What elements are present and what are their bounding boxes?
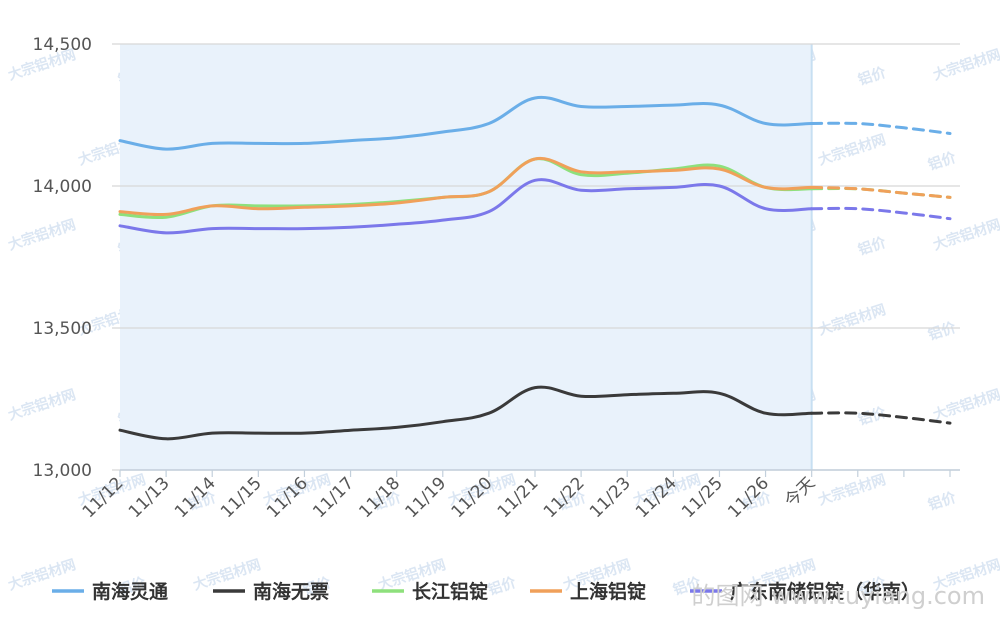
watermark-brand-text: 大宗铝材网: [931, 386, 1000, 424]
watermark-price-text: 铝价: [926, 319, 959, 344]
watermark-price-text: 铝价: [926, 489, 959, 514]
series-forecast-line-4: [810, 206, 952, 221]
x-tick-label: 11/15: [217, 473, 266, 522]
series-lines: [118, 95, 952, 441]
y-tick-label: 14,500: [33, 35, 92, 55]
watermark-price-text: 铝价: [926, 149, 959, 174]
watermark-brand-text: 大宗铝材网: [816, 131, 888, 169]
series-line-3: [118, 156, 814, 217]
y-tick-label: 13,500: [33, 319, 92, 339]
watermark-brand-text: 大宗铝材网: [6, 386, 78, 424]
watermark-price-text: 铝价: [856, 64, 889, 89]
history-band: [120, 44, 812, 470]
x-tick-label: 今天: [781, 473, 819, 511]
watermark-brand-text: 大宗铝材网: [816, 301, 888, 339]
watermark-brand-text: 大宗铝材网: [6, 556, 78, 594]
corner-watermark-text: 的图网 www.tuyiang.com: [692, 582, 985, 610]
legend-label: 广东南储铝锭（华南）: [730, 580, 920, 603]
series-line-0: [118, 95, 814, 151]
series-line-1: [118, 385, 814, 441]
legend-label: 南海无票: [253, 580, 329, 603]
y-tick-label: 14,000: [33, 177, 92, 197]
legend-label: 上海铝锭: [570, 580, 646, 603]
series-forecast-line-1: [810, 411, 952, 425]
watermark-brand-text: 大宗铝材网: [6, 216, 78, 254]
x-tick-label: 11/23: [586, 473, 635, 522]
legend-label: 南海灵通: [92, 580, 169, 603]
series-forecast-line-3: [810, 185, 952, 199]
legend: 南海灵通 南海无票 长江铝锭 上海铝锭 广东南储铝锭（华南）: [52, 580, 920, 603]
watermark-brand-text: 大宗铝材网: [816, 471, 888, 509]
series-forecast-line-0: [810, 121, 952, 135]
watermark-price-text: 铝价: [486, 574, 519, 599]
watermark-price-text: 铝价: [856, 234, 889, 259]
legend-label: 长江铝锭: [412, 580, 488, 603]
watermark-brand-text: 大宗铝材网: [931, 46, 1000, 84]
x-tick-label: 11/19: [402, 473, 451, 522]
watermark-brand-text: 大宗铝材网: [931, 216, 1000, 254]
y-tick-label: 13,000: [33, 461, 92, 481]
y-axis-ticks: 13,000 13,500 14,000 14,500: [33, 35, 92, 481]
series-line-4: [118, 178, 814, 235]
